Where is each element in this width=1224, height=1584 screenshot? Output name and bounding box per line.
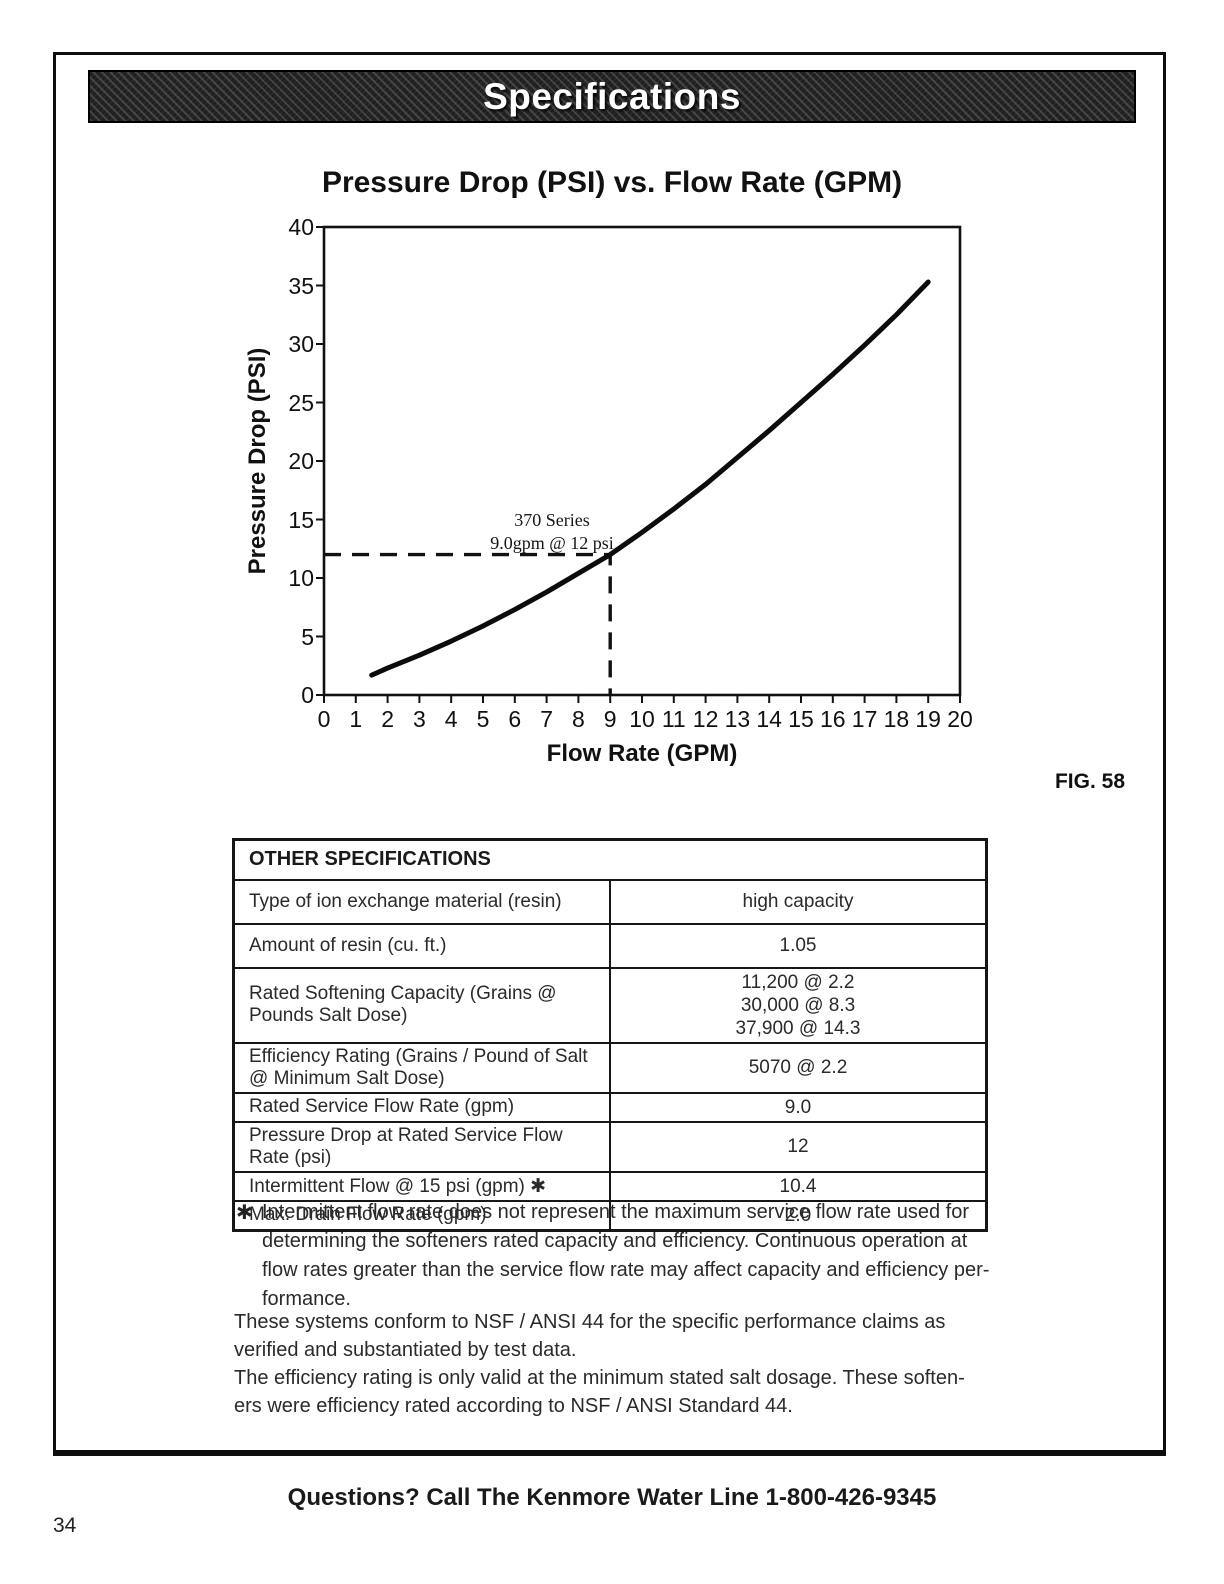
- y-tick-label: 15: [288, 506, 314, 533]
- section-banner-title: Specifications: [483, 75, 741, 117]
- table-row: Type of ion exchange material (resin) hig…: [232, 878, 988, 925]
- x-tick-label: 18: [883, 706, 910, 732]
- chart-title: Pressure Drop (PSI) vs. Flow Rate (GPM): [321, 166, 903, 199]
- x-tick-label: 12: [692, 706, 719, 732]
- x-tick-label: 13: [724, 706, 751, 732]
- spec-value-cell: 2.0: [609, 1199, 988, 1231]
- table-header-cell: OTHER SPECIFICATIONS: [232, 838, 988, 881]
- x-tick-label: 10: [629, 706, 655, 732]
- figure-label: FIG. 58: [1054, 770, 1125, 793]
- x-tick-label: 17: [851, 706, 878, 732]
- curve-annotation: 370 Series 9.0gpm @ 12 psi: [490, 510, 614, 554]
- pressure-drop-chart: [316, 225, 962, 703]
- x-tick-label: 3: [412, 706, 426, 732]
- spec-label-cell: Efficiency Rating (Grains / Pound of Sal…: [232, 1041, 611, 1094]
- section-banner: Specifications: [88, 70, 1136, 123]
- x-tick-label: 2: [381, 706, 394, 732]
- x-tick-label: 19: [915, 706, 941, 732]
- spec-label-cell: Pressure Drop at Rated Service Flow Rate…: [232, 1120, 611, 1173]
- spec-label-cell: Type of ion exchange material (resin): [232, 878, 611, 925]
- spec-value-cell: 1.05: [609, 922, 988, 969]
- x-tick-label: 6: [508, 706, 522, 732]
- footnote-text: Intermittent flow rate does not represen…: [262, 1201, 990, 1310]
- page-number: 34: [53, 1514, 77, 1537]
- y-tick-label: 20: [288, 448, 314, 474]
- spec-value-cell: 12: [609, 1120, 988, 1173]
- spec-value-cell: 5070 @ 2.2: [609, 1041, 988, 1094]
- paragraph-efficiency-rating: The efficiency rating is only valid at t…: [234, 1367, 965, 1417]
- spec-value-cell: high capacity: [609, 878, 988, 925]
- table-row: Rated Softening Capacity (Grains @ Pound…: [232, 966, 988, 1044]
- table-row: Rated Service Flow Rate (gpm) 9.0: [232, 1091, 988, 1123]
- other-specifications-table: OTHER SPECIFICATIONS Type of ion exchange…: [232, 838, 988, 1232]
- x-tick-label: 1: [349, 706, 363, 732]
- x-tick-label: 16: [820, 706, 846, 732]
- x-tick-label: 14: [756, 706, 782, 732]
- y-tick-label: 30: [288, 331, 314, 357]
- spec-label-cell: Rated Service Flow Rate (gpm): [232, 1091, 611, 1123]
- y-tick-label: 5: [301, 623, 314, 650]
- x-tick-label: 20: [947, 706, 973, 732]
- spec-label-cell: Max. Drain Flow Rate (gpm): [232, 1199, 611, 1231]
- x-tick-label: 4: [444, 706, 458, 732]
- y-tick-label: 10: [288, 565, 314, 591]
- table-row: Amount of resin (cu. ft.) 1.05: [232, 922, 988, 969]
- spec-value-cell: 10.4: [609, 1170, 988, 1202]
- x-tick-label: 11: [661, 706, 686, 732]
- footer-help-line: Questions? Call The Kenmore Water Line 1…: [287, 1484, 937, 1511]
- table-row: Efficiency Rating (Grains / Pound of Sal…: [232, 1041, 988, 1094]
- y-axis-title: Pressure Drop (PSI): [244, 347, 271, 575]
- table-row: Max. Drain Flow Rate (gpm) 2.0: [232, 1199, 988, 1231]
- x-tick-label: 9: [603, 706, 617, 732]
- x-tick-label: 5: [476, 706, 490, 732]
- table-row: Pressure Drop at Rated Service Flow Rate…: [232, 1120, 988, 1173]
- x-tick-label: 15: [788, 706, 814, 732]
- x-tick-label: 8: [571, 706, 585, 732]
- y-tick-label: 25: [288, 389, 314, 416]
- x-axis-title: Flow Rate (GPM): [546, 740, 738, 767]
- spec-label-cell: Rated Softening Capacity (Grains @ Pound…: [232, 966, 611, 1044]
- table-row: Intermittent Flow @ 15 psi (gpm) ✱ 10.4: [232, 1170, 988, 1202]
- paragraph-nsf-conformance: These systems conform to NSF / ANSI 44 f…: [234, 1311, 946, 1361]
- spec-value-cell: 9.0: [609, 1091, 988, 1123]
- spec-value-cell: 11,200 @ 2.2 30,000 @ 8.3 37,900 @ 14.3: [609, 966, 988, 1044]
- table-header-row: OTHER SPECIFICATIONS: [232, 838, 988, 881]
- y-tick-label: 35: [288, 272, 314, 299]
- spec-label-cell: Intermittent Flow @ 15 psi (gpm) ✱: [232, 1170, 611, 1202]
- spec-label-cell: Amount of resin (cu. ft.): [232, 922, 611, 969]
- footnote-marker: ✱: [236, 1202, 253, 1224]
- x-tick-label: 7: [540, 706, 553, 732]
- y-tick-label: 40: [288, 214, 314, 240]
- x-tick-label: 0: [317, 706, 331, 732]
- y-tick-label: 0: [301, 682, 314, 708]
